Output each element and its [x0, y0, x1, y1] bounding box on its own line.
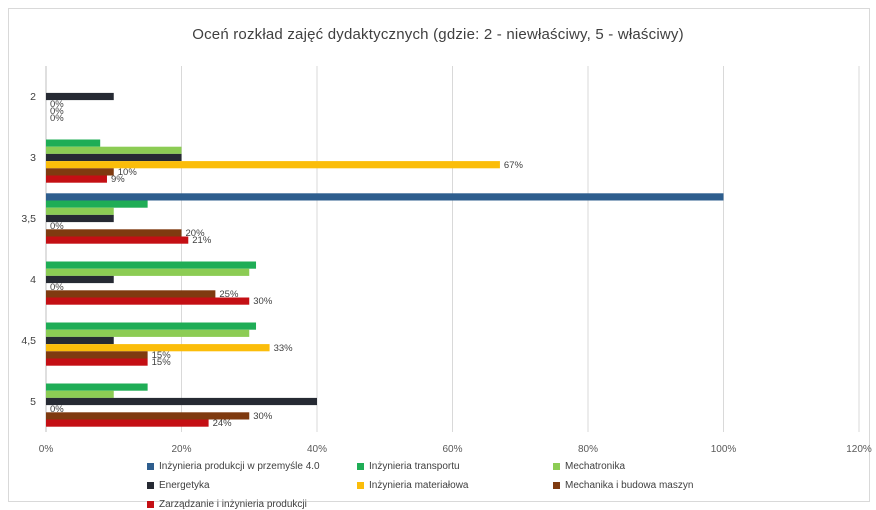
y-tick-label: 5 — [30, 396, 36, 408]
data-label: 0% — [50, 113, 64, 124]
bar — [46, 200, 148, 208]
data-label: 10% — [118, 167, 138, 178]
bar — [46, 275, 114, 284]
x-tick-label: 60% — [442, 444, 462, 455]
bar — [46, 351, 148, 359]
bar — [46, 397, 317, 406]
bar — [46, 161, 500, 169]
bar — [46, 229, 182, 237]
x-tick-label: 120% — [846, 444, 872, 455]
y-tick-label: 2 — [30, 91, 36, 103]
data-label: 0% — [50, 106, 64, 117]
data-label: 25% — [219, 289, 239, 300]
bar — [46, 207, 114, 215]
data-label: 15% — [152, 350, 172, 361]
bar — [46, 236, 189, 244]
bar — [46, 322, 257, 330]
chart-title: Oceń rozkład zajęć dydaktycznych (gdzie:… — [192, 26, 684, 43]
x-tick-label: 80% — [578, 444, 598, 455]
data-label: 20% — [186, 228, 206, 239]
y-tick-label: 3 — [30, 152, 36, 164]
bar — [46, 146, 182, 154]
bar — [46, 358, 148, 366]
data-label: 0% — [50, 282, 64, 293]
bar — [46, 268, 250, 276]
bar — [46, 383, 148, 391]
data-label: 30% — [253, 296, 273, 307]
data-label: 33% — [274, 343, 294, 354]
data-label: 9% — [111, 174, 125, 185]
y-tick-label: 4 — [30, 274, 36, 286]
data-label: 30% — [253, 411, 273, 422]
bar — [46, 412, 250, 420]
y-tick-label: 3,5 — [21, 213, 36, 225]
bar — [46, 390, 114, 398]
bar — [46, 175, 107, 183]
data-label: 24% — [213, 418, 233, 429]
bar — [46, 290, 216, 298]
x-tick-label: 40% — [307, 444, 327, 455]
x-tick-label: 100% — [711, 444, 737, 455]
bar — [46, 153, 182, 162]
y-tick-label: 4,5 — [21, 335, 36, 347]
bar — [46, 261, 257, 269]
data-label: 0% — [50, 99, 64, 110]
data-label: 15% — [152, 357, 172, 368]
bar — [46, 336, 114, 345]
bar — [46, 419, 209, 427]
x-tick-label: 0% — [39, 444, 54, 455]
bar — [46, 297, 250, 305]
x-tick-label: 20% — [171, 444, 191, 455]
bar — [46, 329, 250, 337]
bar — [46, 193, 724, 201]
bar — [46, 168, 114, 176]
bar — [46, 92, 114, 101]
bar — [46, 344, 270, 352]
bar — [46, 214, 114, 223]
data-label: 21% — [192, 235, 212, 246]
bar — [46, 139, 101, 147]
data-label: 67% — [504, 160, 524, 171]
data-label: 0% — [50, 404, 64, 415]
data-label: 0% — [50, 221, 64, 232]
